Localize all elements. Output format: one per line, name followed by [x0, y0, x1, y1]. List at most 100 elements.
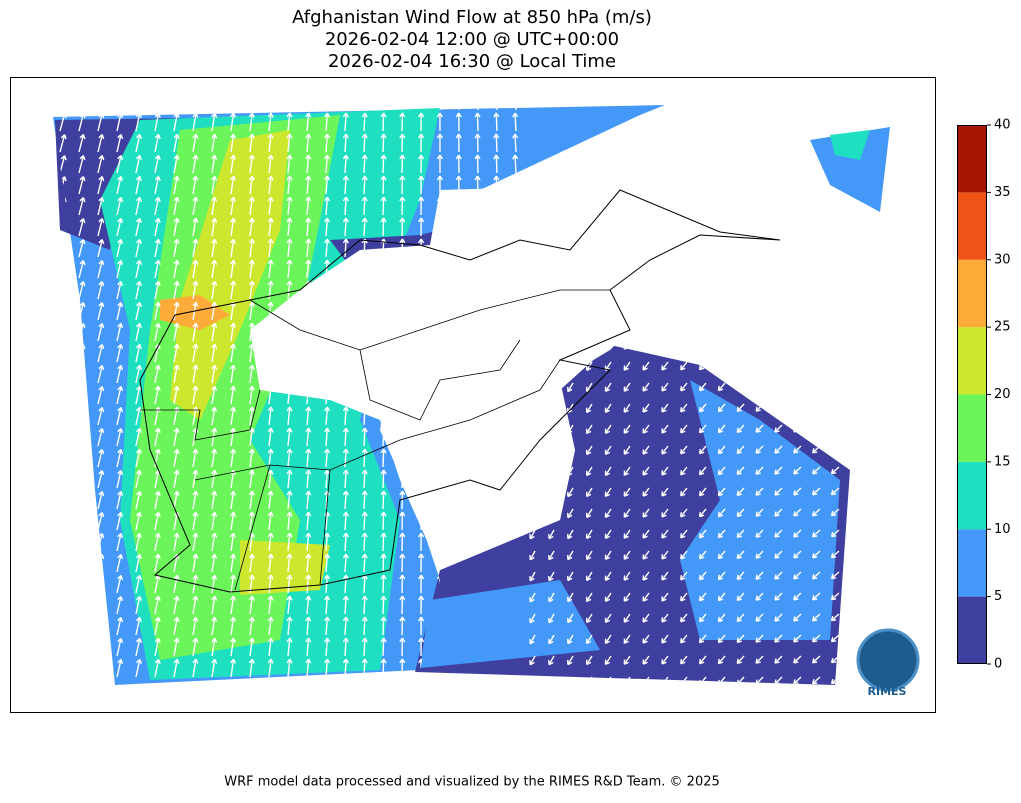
wind-arrow [830, 550, 840, 559]
wind-arrow [78, 470, 86, 489]
wind-arrow [97, 448, 105, 468]
wind-arrow [585, 592, 593, 603]
wind-field [420, 580, 600, 668]
wind-arrow [717, 634, 726, 644]
wind-arrow [267, 217, 274, 237]
wind-arrow [529, 529, 536, 540]
wind-arrow [342, 133, 349, 153]
wind-arrow [793, 382, 802, 391]
wind-arrow [59, 260, 67, 279]
wind-arrow [211, 133, 218, 153]
wind-arrow [305, 175, 312, 195]
wind-arrow [192, 259, 199, 279]
wind-arrow [192, 448, 199, 468]
wind-arrow [680, 424, 688, 434]
wind-arrow [248, 217, 255, 237]
wind-arrow [698, 345, 707, 350]
wind-arrow [567, 655, 574, 666]
wind-arrow [792, 318, 803, 329]
wind-arrow [78, 260, 86, 279]
wind-arrow [849, 255, 860, 265]
wind-arrow [97, 385, 105, 405]
wind-arrow [418, 637, 425, 657]
wind-arrow [173, 238, 180, 258]
wind-arrow [512, 154, 519, 174]
wind-arrow [97, 154, 105, 174]
wind-arrow [324, 406, 331, 426]
wind-arrow [717, 108, 727, 119]
colorbar-segment [957, 327, 987, 395]
wind-arrow [755, 613, 764, 622]
wind-arrow [399, 637, 406, 657]
wind-arrow [97, 133, 105, 153]
wind-arrow [305, 427, 312, 447]
wind-arrow [342, 154, 349, 174]
wind-arrow [116, 469, 124, 489]
wind-arrow [286, 469, 293, 489]
wind-arrow [793, 345, 802, 349]
wind-arrow [116, 658, 124, 678]
wind-arrow [512, 112, 519, 132]
wind-arrow [792, 108, 803, 119]
wind-arrow [211, 385, 218, 405]
wind-arrow [604, 571, 612, 581]
wind-arrow [661, 592, 669, 602]
wind-arrow [830, 529, 840, 538]
wind-arrow [173, 469, 180, 489]
wind-arrow [97, 343, 105, 363]
wind-arrow [192, 658, 199, 678]
wind-arrow [211, 427, 218, 447]
wind-arrow [736, 550, 745, 560]
wind-arrow [567, 487, 574, 498]
wind-arrow [135, 490, 143, 510]
wind-arrow [661, 361, 669, 371]
wind-arrow [116, 301, 124, 321]
wind-arrow [661, 655, 669, 665]
wind-arrow [324, 133, 331, 153]
wind-arrow [154, 217, 161, 237]
wind-arrow [512, 133, 519, 153]
wind-arrow [305, 105, 312, 111]
wind-arrow [830, 382, 840, 391]
wind-arrow [418, 154, 425, 174]
wind-arrow [116, 490, 124, 510]
wind-arrow [78, 512, 86, 531]
wind-arrow [849, 403, 850, 412]
wind-arrow [641, 298, 651, 309]
wind-arrow [361, 175, 368, 195]
wind-arrow [361, 217, 368, 237]
wind-arrow [493, 133, 500, 153]
wind-arrow [116, 133, 124, 153]
colorbar-segment [957, 529, 987, 597]
wind-arrow [660, 108, 670, 119]
wind-arrow [248, 259, 255, 279]
wind-arrow [567, 508, 574, 519]
wind-arrow [173, 105, 180, 111]
wind-arrow [793, 571, 802, 580]
no-data [250, 185, 780, 570]
wind-arrow [773, 171, 784, 182]
wind-arrow [229, 637, 237, 657]
wind-arrow [660, 276, 670, 287]
wind-arrow [305, 511, 312, 531]
wind-arrow [736, 361, 745, 371]
wind-arrow [679, 171, 689, 182]
wind-arrow [679, 297, 689, 308]
wind-arrow [173, 574, 180, 594]
wind-arrow [135, 532, 143, 552]
wind-arrow [59, 659, 67, 678]
wind-arrow [660, 297, 670, 308]
wind-arrow [642, 550, 650, 560]
wind-arrow [793, 550, 802, 559]
wind-arrow [830, 445, 840, 454]
colorbar-segment [957, 596, 987, 664]
wind-arrow [418, 133, 425, 153]
wind-arrow [642, 613, 650, 623]
wind-arrow [680, 529, 688, 539]
wind-arrow [567, 613, 574, 624]
wind-arrow [211, 196, 218, 216]
wind-field [830, 130, 870, 160]
wind-arrow [849, 318, 860, 328]
wind-arrow [267, 259, 274, 279]
wind-arrow [623, 508, 631, 518]
